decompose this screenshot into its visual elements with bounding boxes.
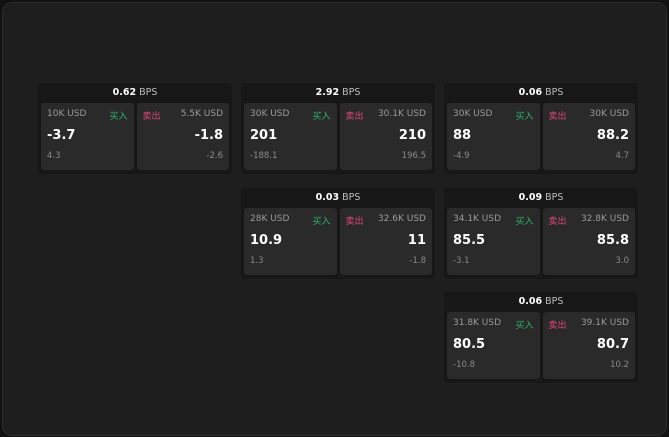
bid-change: -10.8: [453, 360, 475, 370]
bid-price: 201: [250, 128, 278, 143]
quote-card: 0.09 BPS 34.1K USD 买入 85.5 -3.1 卖出 32.8K…: [444, 188, 638, 279]
ask-change: 3.0: [615, 256, 629, 266]
buy-label: 买入: [515, 321, 534, 331]
quote-card: 0.06 BPS 31.8K USD 买入 80.5 -10.8 卖出 39.1…: [444, 292, 638, 383]
buy-label: 买入: [312, 112, 331, 122]
buy-label: 买入: [515, 112, 534, 122]
sell-label: 卖出: [345, 217, 364, 227]
spread-unit: BPS: [139, 87, 158, 98]
quote-card: 0.06 BPS 30K USD 买入 88 -4.9 卖出 30K USD 8…: [444, 83, 638, 174]
buy-label: 买入: [312, 217, 331, 227]
spread-value: 0.06: [518, 87, 543, 98]
bid-change: -3.1: [453, 256, 470, 266]
buy-pane[interactable]: 30K USD 买入 88 -4.9: [447, 103, 540, 170]
sell-label: 卖出: [548, 217, 567, 227]
ask-size: 5.5K USD: [180, 109, 223, 119]
bid-price: 10.9: [250, 233, 283, 248]
bid-change: -188.1: [250, 151, 278, 161]
ask-size: 30K USD: [589, 109, 629, 119]
ask-size: 30.1K USD: [377, 109, 426, 119]
bid-size: 30K USD: [453, 109, 493, 119]
spread-header: 0.09 BPS: [444, 188, 638, 208]
sell-label: 卖出: [345, 112, 364, 122]
spread-header: 0.06 BPS: [444, 292, 638, 312]
sell-pane[interactable]: 卖出 39.1K USD 80.7 10.2: [542, 312, 635, 379]
bid-size: 31.8K USD: [453, 318, 502, 328]
ask-change: 4.7: [615, 151, 629, 161]
spread-unit: BPS: [545, 87, 564, 98]
sell-label: 卖出: [142, 112, 161, 122]
ask-size: 32.8K USD: [580, 214, 629, 224]
sell-pane[interactable]: 卖出 32.8K USD 85.8 3.0: [542, 208, 635, 275]
buy-pane[interactable]: 34.1K USD 买入 85.5 -3.1: [447, 208, 540, 275]
sell-pane[interactable]: 卖出 32.6K USD 11 -1.8: [339, 208, 432, 275]
buy-pane[interactable]: 28K USD 买入 10.9 1.3: [244, 208, 337, 275]
buy-label: 买入: [109, 112, 128, 122]
ask-price: 88.2: [596, 128, 629, 143]
buy-label: 买入: [515, 217, 534, 227]
spread-value: 0.09: [518, 192, 543, 203]
spread-value: 2.92: [315, 87, 340, 98]
ask-price: 85.8: [596, 233, 629, 248]
quote-card: 0.62 BPS 10K USD 买入 -3.7 4.3 卖出 5.5K USD…: [38, 83, 232, 174]
spread-value: 0.06: [518, 296, 543, 307]
spread-header: 0.03 BPS: [241, 188, 435, 208]
bid-size: 30K USD: [250, 109, 290, 119]
spread-unit: BPS: [545, 192, 564, 203]
bid-change: 1.3: [250, 256, 264, 266]
ask-size: 39.1K USD: [580, 318, 629, 328]
ask-change: -2.6: [206, 151, 223, 161]
spread-unit: BPS: [342, 192, 361, 203]
ask-change: 196.5: [401, 151, 426, 161]
ask-price: 80.7: [596, 337, 629, 352]
bid-price: 85.5: [453, 233, 486, 248]
spread-value: 0.62: [112, 87, 137, 98]
spread-value: 0.03: [315, 192, 340, 203]
sell-pane[interactable]: 卖出 30.1K USD 210 196.5: [339, 103, 432, 170]
sell-label: 卖出: [548, 321, 567, 331]
bid-size: 34.1K USD: [453, 214, 502, 224]
sell-label: 卖出: [548, 112, 567, 122]
bid-price: -3.7: [47, 128, 76, 143]
spread-header: 2.92 BPS: [241, 83, 435, 103]
ask-price: 11: [407, 233, 426, 248]
ask-size: 32.6K USD: [377, 214, 426, 224]
bid-size: 28K USD: [250, 214, 290, 224]
spread-unit: BPS: [342, 87, 361, 98]
ask-change: -1.8: [409, 256, 426, 266]
bid-price: 80.5: [453, 337, 486, 352]
spread-unit: BPS: [545, 296, 564, 307]
sell-pane[interactable]: 卖出 5.5K USD -1.8 -2.6: [136, 103, 229, 170]
ask-price: 210: [398, 128, 426, 143]
ask-price: -1.8: [194, 128, 223, 143]
sell-pane[interactable]: 卖出 30K USD 88.2 4.7: [542, 103, 635, 170]
spread-header: 0.62 BPS: [38, 83, 232, 103]
buy-pane[interactable]: 30K USD 买入 201 -188.1: [244, 103, 337, 170]
buy-pane[interactable]: 31.8K USD 买入 80.5 -10.8: [447, 312, 540, 379]
bid-size: 10K USD: [47, 109, 87, 119]
bid-price: 88: [453, 128, 472, 143]
quote-card: 2.92 BPS 30K USD 买入 201 -188.1 卖出 30.1K …: [241, 83, 435, 174]
quote-card: 0.03 BPS 28K USD 买入 10.9 1.3 卖出 32.6K US…: [241, 188, 435, 279]
ask-change: 10.2: [610, 360, 629, 370]
bid-change: -4.9: [453, 151, 470, 161]
bid-change: 4.3: [47, 151, 61, 161]
spread-header: 0.06 BPS: [444, 83, 638, 103]
buy-pane[interactable]: 10K USD 买入 -3.7 4.3: [41, 103, 134, 170]
